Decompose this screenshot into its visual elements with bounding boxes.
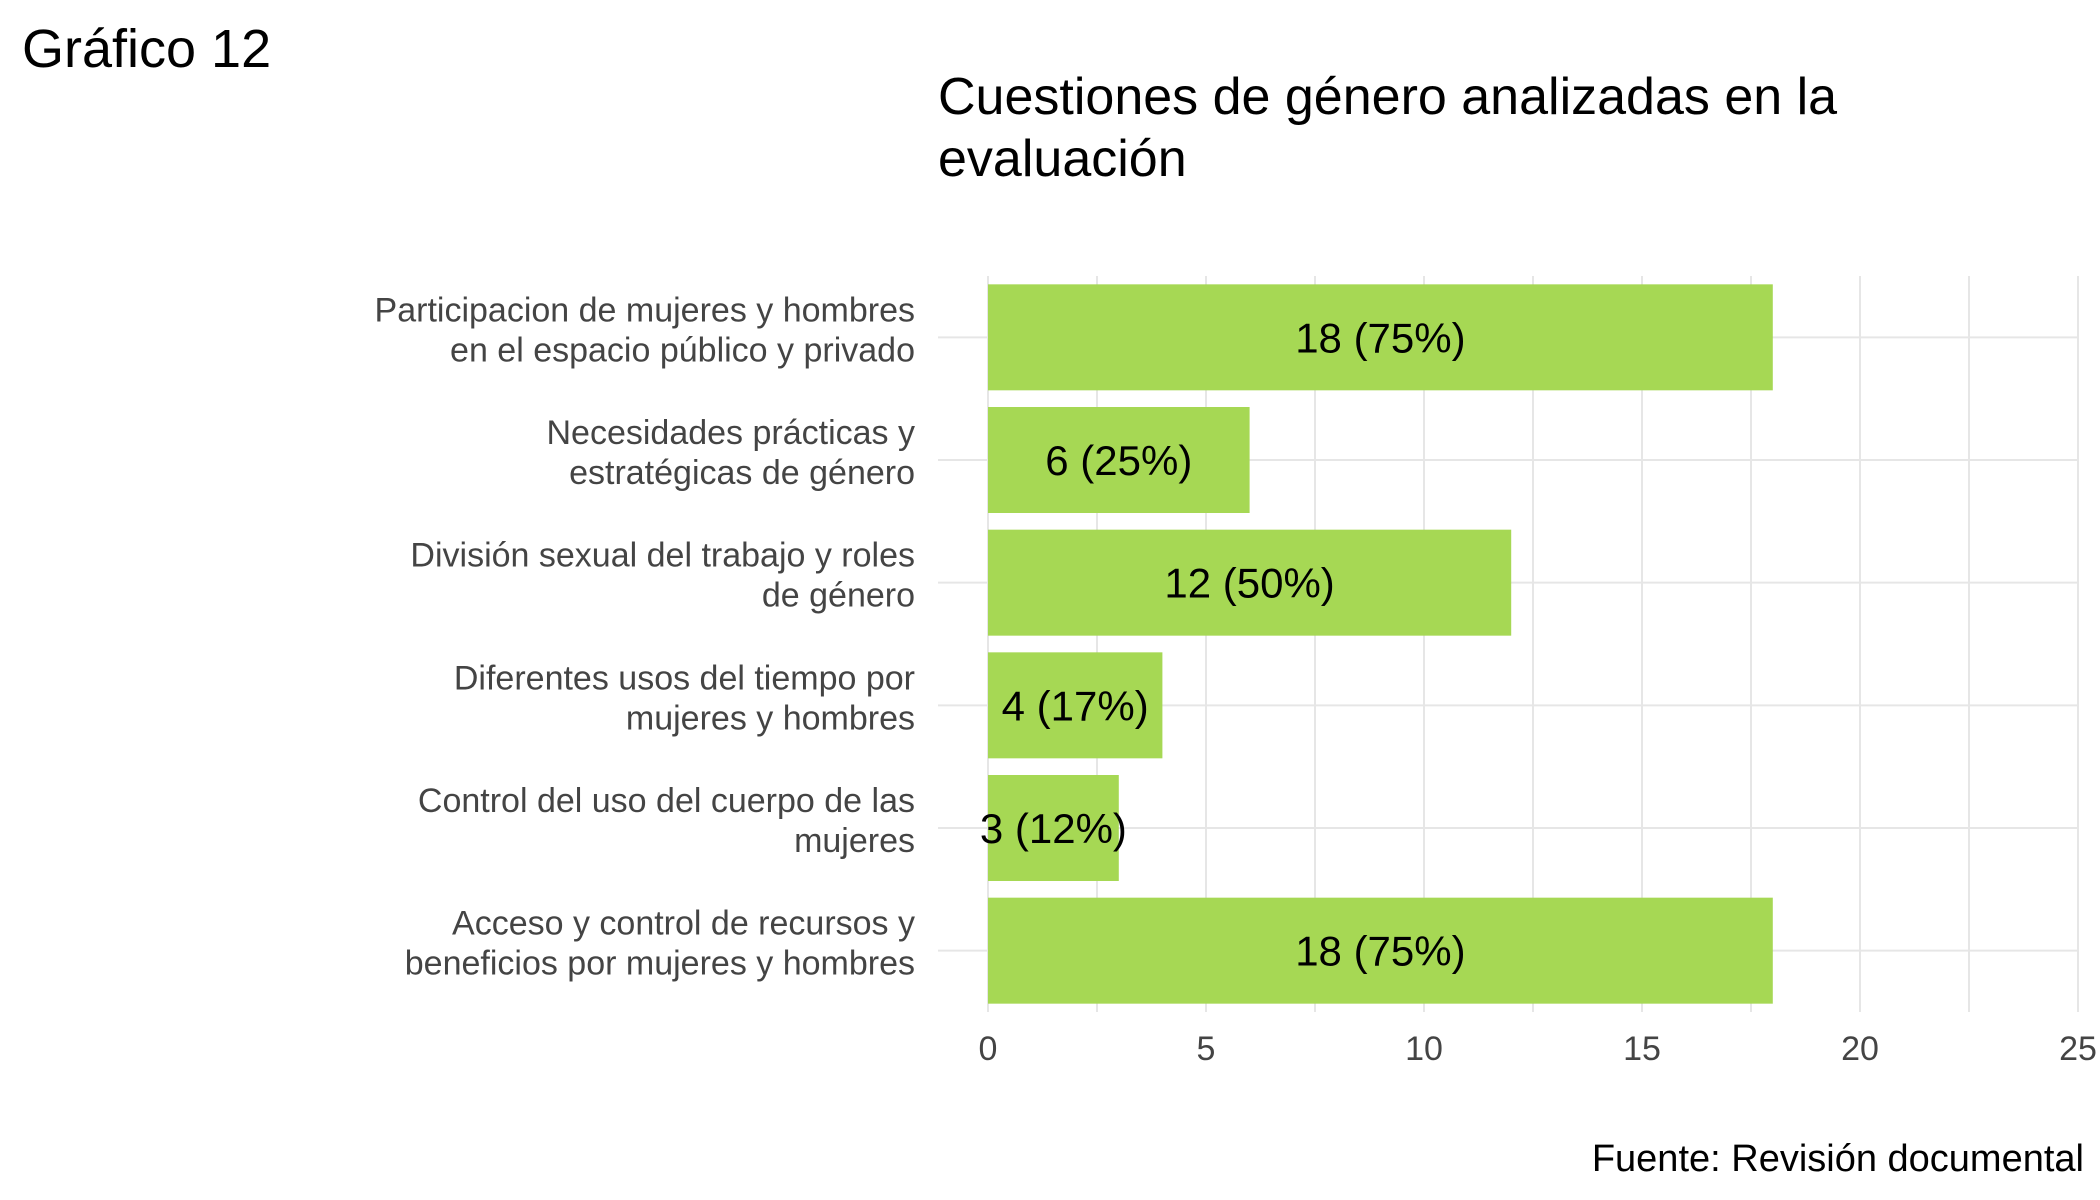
category-label: Acceso y control de recursos y	[452, 905, 915, 943]
chart-title-line-1: Cuestiones de género analizadas en la	[938, 68, 1838, 126]
bar	[988, 652, 1163, 759]
category-label: beneficios por mujeres y hombres	[405, 945, 915, 983]
data-label: 6 (25%)	[1045, 437, 1192, 484]
chart-title: Cuestiones de género analizadas en la ev…	[938, 66, 1837, 190]
x-tick-label: 10	[1405, 1030, 1443, 1068]
category-label: estratégicas de género	[569, 454, 915, 492]
x-tick-label: 15	[1623, 1030, 1661, 1068]
x-tick-label: 5	[1197, 1030, 1216, 1068]
data-label: 18 (75%)	[1295, 928, 1465, 975]
data-label: 12 (50%)	[1164, 560, 1334, 607]
category-label: mujeres y hombres	[626, 699, 915, 737]
data-label: 3 (12%)	[980, 805, 1127, 852]
category-label: Control del uso del cuerpo de las	[418, 782, 915, 820]
x-tick-label: 0	[979, 1030, 998, 1068]
chart-title-line-2: evaluación	[938, 130, 1187, 188]
source-note: Fuente: Revisión documental	[1591, 1138, 2084, 1180]
bar	[988, 407, 1250, 513]
category-label: mujeres	[794, 822, 915, 860]
figure-label: Gráfico 12	[22, 19, 272, 79]
x-tick-label: 25	[2059, 1030, 2097, 1068]
bar-chart: 18 (75%) 6 (25%) 12 (50%) 4 (17%) 3 (12%) 18 …	[375, 276, 2097, 1068]
data-label: 4 (17%)	[1002, 682, 1149, 729]
bar	[988, 284, 1773, 391]
category-label: Participacion de mujeres y hombres	[375, 291, 915, 329]
bar	[988, 775, 1119, 881]
category-label: División sexual del trabajo y roles	[410, 537, 915, 575]
data-label: 18 (75%)	[1295, 314, 1465, 361]
category-label: de género	[762, 577, 915, 615]
bar	[988, 897, 1773, 1004]
category-label: Necesidades prácticas y	[546, 414, 915, 452]
category-label: en el espacio público y privado	[450, 331, 915, 369]
category-label: Diferentes usos del tiempo por	[454, 659, 915, 697]
x-tick-label: 20	[1841, 1030, 1879, 1068]
bar	[988, 529, 1512, 636]
